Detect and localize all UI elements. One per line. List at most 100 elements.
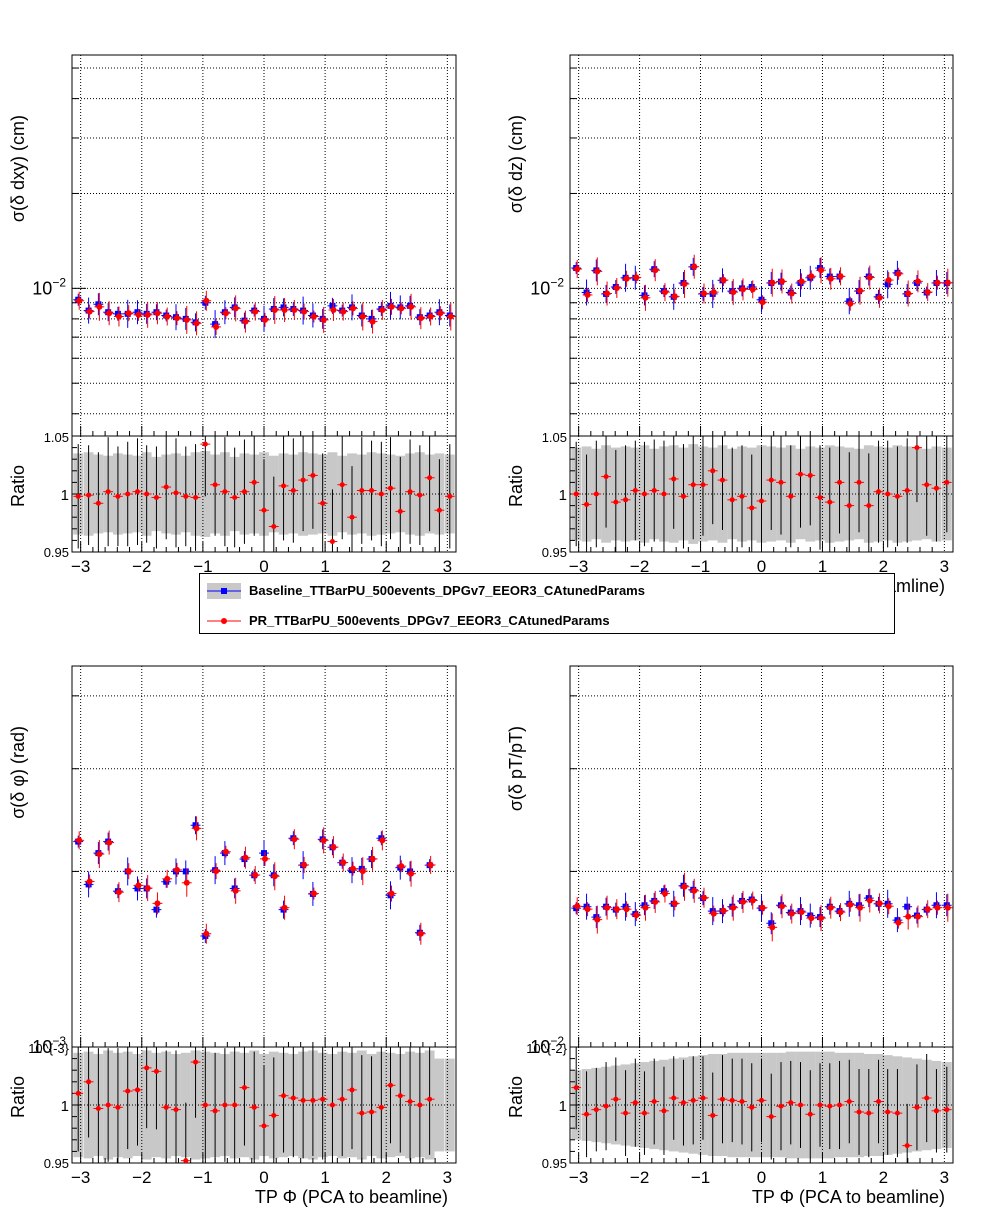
x-axis-title: TP Φ (PCA to beamline) — [752, 1187, 945, 1207]
ratio-point — [904, 1143, 910, 1149]
pr-point — [730, 289, 737, 296]
pr-point — [86, 308, 93, 315]
pr-point — [837, 273, 844, 280]
pr-swatch-icon — [207, 618, 241, 624]
ratio-point — [75, 493, 81, 499]
pr-point — [330, 844, 337, 851]
pr-point — [291, 306, 298, 313]
ratio-point — [320, 1096, 326, 1102]
pr-point — [876, 900, 883, 907]
ratio-point — [739, 1099, 745, 1105]
pr-point — [115, 313, 122, 320]
ratio-point — [281, 1093, 287, 1099]
x-tick-label: −1 — [691, 1168, 710, 1187]
baseline-point — [884, 281, 891, 288]
baseline-point — [134, 885, 141, 892]
ratio-point — [661, 491, 667, 497]
ratio-point — [115, 1104, 121, 1110]
pr-point — [125, 868, 132, 875]
ratio-point — [914, 445, 920, 451]
ratio-point — [651, 1099, 657, 1105]
pr-point — [769, 924, 776, 931]
x-tick-label: −2 — [132, 1168, 151, 1187]
ratio-point — [817, 494, 823, 500]
pr-point — [310, 890, 317, 897]
x-tick-label: 0 — [757, 557, 766, 576]
ratio-point — [222, 1102, 228, 1108]
ratio-point — [613, 1096, 619, 1102]
ratio-point — [690, 1097, 696, 1103]
ratio-point — [144, 1065, 150, 1071]
ratio-point — [251, 479, 257, 485]
pr-point — [885, 903, 892, 910]
pr-point — [252, 308, 259, 315]
pr-point — [388, 890, 395, 897]
ratio-point — [125, 1088, 131, 1094]
pr-point — [944, 279, 951, 286]
pr-point — [798, 909, 805, 916]
pr-point — [144, 311, 151, 318]
ratio-point — [827, 499, 833, 505]
pr-point — [183, 316, 190, 323]
x-tick-label: −3 — [71, 557, 90, 576]
ratio-point — [407, 1099, 413, 1105]
pr-point — [739, 898, 746, 905]
ratio-point — [125, 491, 131, 497]
ratio-point — [593, 491, 599, 497]
ratio-point — [837, 1102, 843, 1108]
pr-point — [437, 310, 444, 317]
pr-point — [642, 904, 649, 911]
pr-point — [652, 898, 659, 905]
ratio-point — [447, 493, 453, 499]
ratio-point — [86, 1079, 92, 1085]
ratio-point — [894, 493, 900, 499]
ratio-point — [866, 503, 872, 509]
ratio-point — [788, 1100, 794, 1106]
pr-point — [633, 912, 640, 919]
pr-point — [730, 904, 737, 911]
ratio-point — [680, 493, 686, 499]
ratio-point — [407, 489, 413, 495]
pr-point — [866, 274, 873, 281]
ratio-point — [202, 1102, 208, 1108]
ratio-point — [914, 1104, 920, 1110]
pr-point — [106, 839, 113, 846]
ratio-point — [261, 507, 267, 513]
ratio-point — [749, 505, 755, 511]
ratio-point — [329, 539, 335, 545]
pr-point — [779, 278, 786, 285]
pr-point — [417, 930, 424, 937]
pr-point — [203, 297, 210, 304]
ratio-point — [603, 1103, 609, 1109]
ratio-point — [710, 468, 716, 474]
pr-point — [213, 868, 220, 875]
pr-point — [691, 263, 698, 270]
ratio-point — [778, 1103, 784, 1109]
pr-point — [281, 306, 288, 313]
ratio-point — [690, 482, 696, 488]
ratio-point — [397, 1093, 403, 1099]
pr-point — [408, 870, 415, 877]
pr-point — [164, 313, 171, 320]
pr-point — [857, 287, 864, 294]
pr-point — [613, 906, 620, 913]
pr-point — [379, 837, 386, 844]
ratio-point — [241, 489, 247, 495]
baseline-point — [163, 878, 170, 885]
pr-point — [262, 316, 268, 323]
pr-point — [76, 837, 83, 844]
ratio-tick-label: 1.05 — [542, 430, 567, 445]
pr-point — [681, 883, 688, 890]
pr-point — [905, 913, 912, 920]
ratio-point — [349, 1087, 355, 1093]
ratio-point — [933, 1108, 939, 1114]
ratio-point — [573, 1085, 579, 1091]
pr-point — [798, 278, 805, 285]
pr-point — [623, 906, 630, 913]
pr-point — [330, 306, 337, 313]
pr-point — [350, 865, 357, 872]
ratio-point — [788, 493, 794, 499]
pr-point — [681, 280, 688, 287]
pr-point — [633, 274, 640, 281]
